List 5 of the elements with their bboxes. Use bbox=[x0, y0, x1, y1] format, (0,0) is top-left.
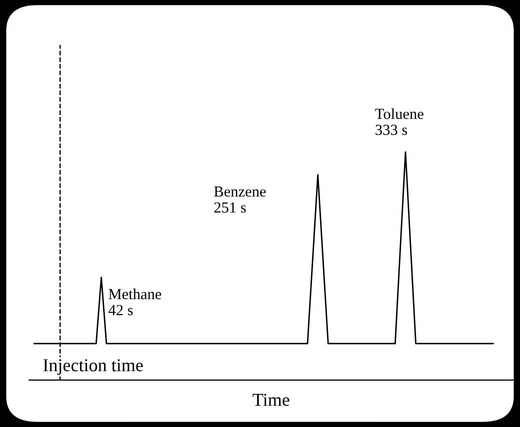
annotation: Benzene 251 s bbox=[214, 186, 266, 213]
text: Toluene 333 s bbox=[375, 108, 424, 136]
annotation: Injection time bbox=[43, 359, 143, 375]
annotation: Methane 42 s bbox=[108, 288, 162, 316]
x-axis-title: Time bbox=[252, 394, 290, 406]
